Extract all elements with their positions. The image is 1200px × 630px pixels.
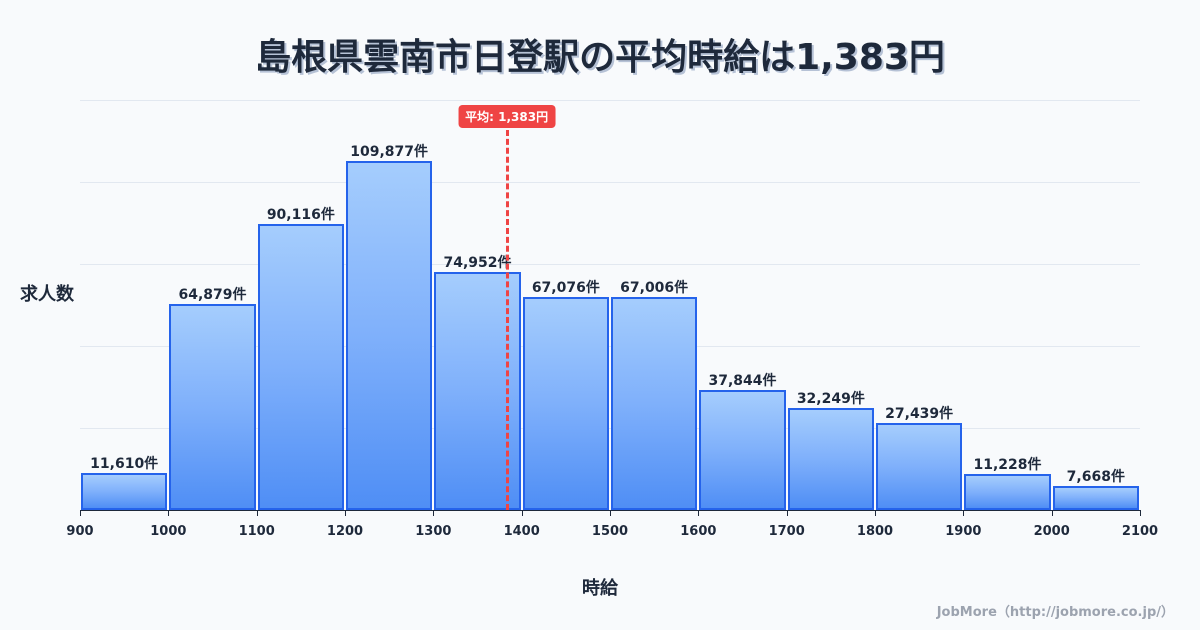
x-tick [786,510,788,516]
histogram-bar [522,296,609,510]
x-tick-label: 1400 [503,524,540,539]
x-tick-label: 2100 [1121,524,1159,539]
x-tick [1140,510,1141,516]
gridline [80,264,1140,265]
x-tick [698,510,700,516]
x-tick [963,510,965,516]
x-tick [610,510,611,516]
x-axis-label: 時給 [582,578,618,599]
y-axis-label: 求人数 [20,284,74,305]
histogram-bar [611,297,698,510]
x-tick-label: 1100 [238,524,275,539]
mean-badge: 平均: 1,383円 [458,105,556,128]
x-tick [345,510,346,516]
histogram-bar [1052,485,1139,510]
x-tick [168,510,170,516]
histogram-bar [81,473,168,510]
histogram-bar [964,474,1051,510]
x-tick-label: 1700 [768,524,805,539]
x-tick [1051,510,1053,516]
plot-area: 11,610件 64,879件 90,116件 109,877件 74,952件 67,0… [80,100,1140,510]
gridline [80,182,1140,183]
x-tick [256,510,258,516]
x-tick-label: 1500 [591,524,629,539]
bar-value-label: 37,844件 [708,372,777,389]
bar-value-label: 67,076件 [531,279,600,296]
bar-value-label: 32,249件 [796,390,865,407]
bar-value-label: 7,668件 [1066,468,1125,485]
histogram-bar [699,389,786,510]
x-tick-label: 900 [66,524,94,539]
x-tick-label: 1300 [415,524,452,539]
bar-value-label: 64,879件 [178,286,247,303]
x-tick-label: 1200 [326,524,364,539]
bar-value-label: 11,610件 [90,456,159,473]
histogram-bar [257,223,344,510]
x-tick [521,510,523,516]
bar-value-label: 109,877件 [350,144,429,161]
bar-value-label: 90,116件 [266,206,335,223]
credit-text: JobMore（http://jobmore.co.jp/） [936,605,1174,620]
histogram-bar [346,161,433,510]
bar-value-label: 74,952件 [443,254,512,271]
gridline [80,346,1140,347]
x-tick-label: 1000 [150,524,187,539]
x-tick [433,510,435,516]
x-tick-label: 1600 [680,524,717,539]
histogram-bar [876,422,963,510]
histogram-bar [169,303,256,510]
gridline [80,428,1140,429]
x-tick [875,510,876,516]
bar-value-label: 27,439件 [885,405,954,422]
chart-title: 島根県雲南市日登駅の平均時給は1,383円 [255,37,945,78]
x-tick [80,510,81,516]
bar-value-label: 11,228件 [973,457,1042,474]
mean-line [505,130,509,510]
x-tick-label: 1900 [945,524,982,539]
x-tick-label: 2000 [1033,524,1070,539]
x-tick-label: 1800 [856,524,894,539]
gridline [80,100,1140,101]
bar-value-label: 67,006件 [620,280,689,297]
histogram-bar [787,407,874,510]
